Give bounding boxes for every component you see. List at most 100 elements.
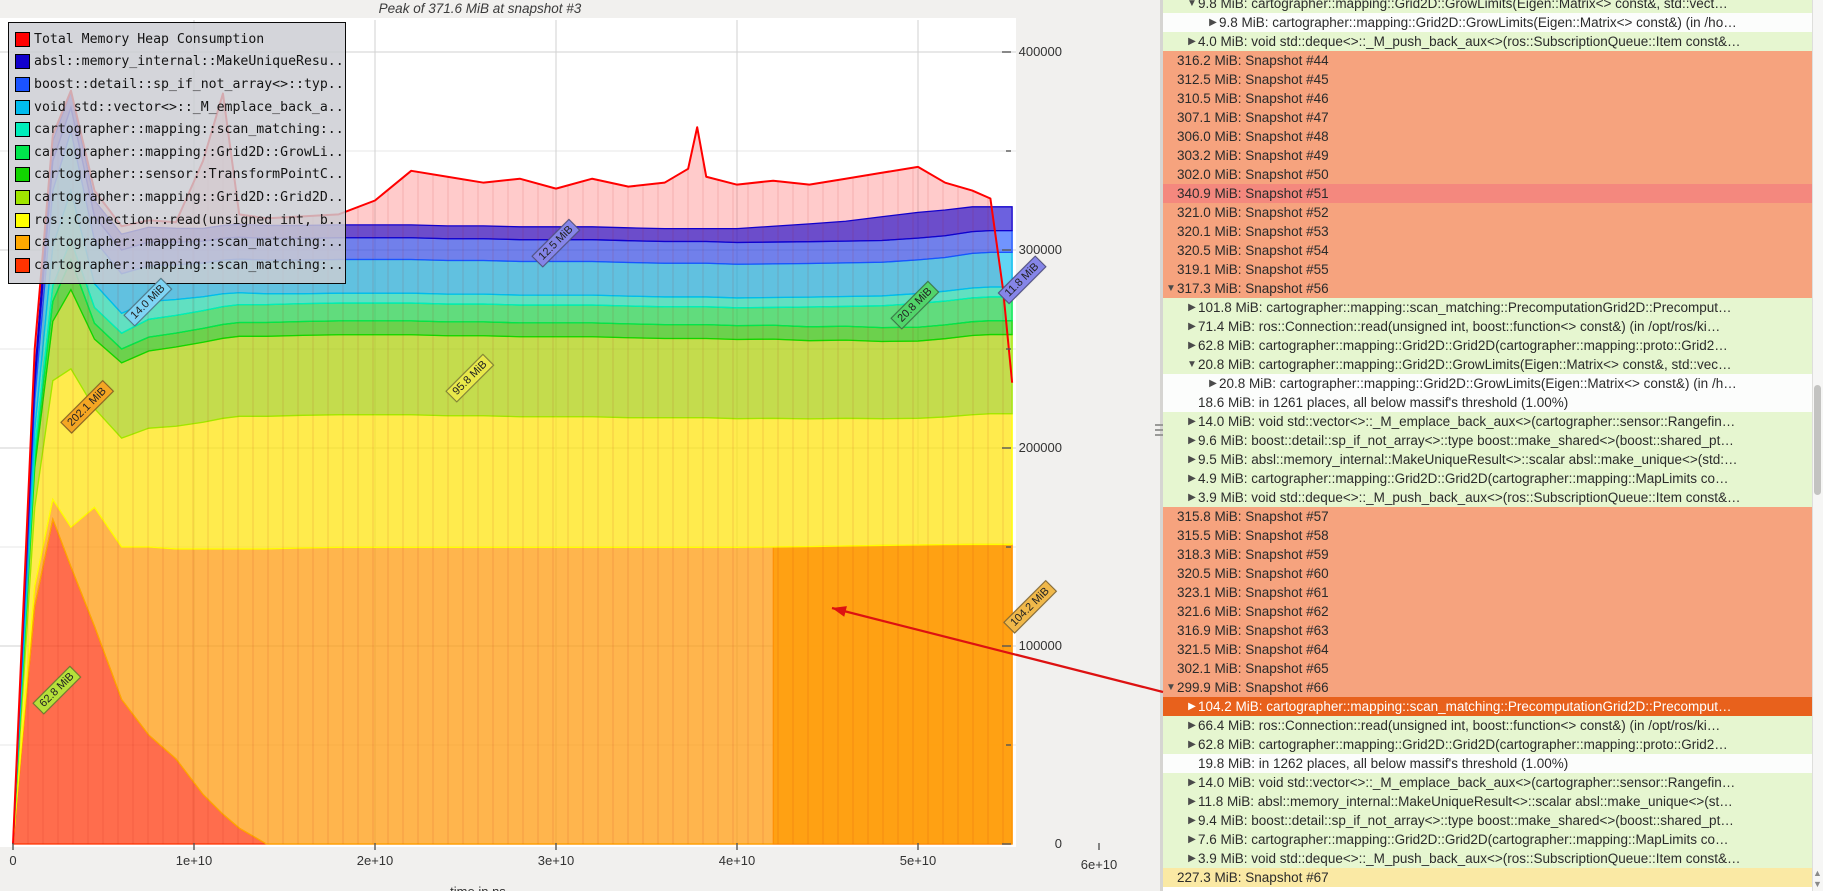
tree-row-label: 315.8 MiB: Snapshot #57 [1177, 509, 1329, 524]
tree-row[interactable]: 302.0 MiB: Snapshot #50 [1163, 165, 1812, 184]
expander-icon[interactable]: ▶ [1188, 701, 1196, 712]
tree-row[interactable]: 19.8 MiB: in 1262 places, all below mass… [1163, 754, 1812, 773]
expander-icon[interactable]: ▼ [1166, 283, 1176, 294]
expander-icon[interactable]: ▶ [1209, 17, 1217, 28]
tree-row[interactable]: ▶ 4.9 MiB: cartographer::mapping::Grid2D:… [1163, 469, 1812, 488]
legend-item: boost::detail::sp_if_not_array<>::typ.. [13, 73, 344, 96]
tree-row[interactable]: ▶ 11.8 MiB: absl::memory_internal::MakeUn… [1163, 792, 1812, 811]
scroll-up-icon[interactable]: ▲ [1813, 868, 1822, 878]
tree-row[interactable]: ▶ 9.4 MiB: boost::detail::sp_if_not_array… [1163, 811, 1812, 830]
legend-swatch-icon [15, 99, 30, 115]
tree-row[interactable]: 312.5 MiB: Snapshot #45 [1163, 70, 1812, 89]
tree-row[interactable]: 315.8 MiB: Snapshot #57 [1163, 507, 1812, 526]
expander-icon[interactable]: ▶ [1188, 321, 1196, 332]
tree-row-label: 320.5 MiB: Snapshot #54 [1177, 243, 1329, 258]
expander-icon[interactable]: ▶ [1188, 853, 1196, 864]
tree-row-label: 340.9 MiB: Snapshot #51 [1177, 186, 1329, 201]
tree-row[interactable]: ▶ 14.0 MiB: void std::vector<>::_M_emplac… [1163, 773, 1812, 792]
tree-row-label: 316.9 MiB: Snapshot #63 [1177, 623, 1329, 638]
legend-item-label: cartographer::mapping::Grid2D::Grid2D.. [34, 189, 344, 205]
expander-icon[interactable]: ▶ [1188, 454, 1196, 465]
tree-row-label: 307.1 MiB: Snapshot #47 [1177, 110, 1329, 125]
expander-icon[interactable]: ▶ [1188, 777, 1196, 788]
tree-row-label: 303.2 MiB: Snapshot #49 [1177, 148, 1329, 163]
tree-row[interactable]: 340.9 MiB: Snapshot #51 [1163, 184, 1812, 203]
x-tick-label: 3e+10 [537, 853, 575, 868]
tree-row[interactable]: 310.5 MiB: Snapshot #46 [1163, 89, 1812, 108]
tree-row[interactable]: 227.3 MiB: Snapshot #67 [1163, 868, 1812, 887]
expander-icon[interactable]: ▼ [1166, 682, 1176, 693]
tree-row[interactable]: ▶ 66.4 MiB: ros::Connection::read(unsigne… [1163, 716, 1812, 735]
tree-row[interactable]: ▼ 9.8 MiB: cartographer::mapping::Grid2D:… [1163, 0, 1812, 13]
tree-row[interactable]: 318.3 MiB: Snapshot #59 [1163, 545, 1812, 564]
expander-icon[interactable]: ▼ [1187, 359, 1197, 370]
expander-icon[interactable]: ▶ [1188, 815, 1196, 826]
tree-row[interactable]: ▶ 4.0 MiB: void std::deque<>::_M_push_bac… [1163, 32, 1812, 51]
legend-item: void std::vector<>::_M_emplace_back_a.. [13, 96, 344, 119]
tree-row[interactable]: 307.1 MiB: Snapshot #47 [1163, 108, 1812, 127]
expander-icon[interactable]: ▶ [1188, 796, 1196, 807]
legend-swatch-icon [15, 235, 30, 251]
tree-row[interactable]: 320.5 MiB: Snapshot #60 [1163, 564, 1812, 583]
tree-row[interactable]: 323.1 MiB: Snapshot #61 [1163, 583, 1812, 602]
expander-icon[interactable]: ▼ [1187, 0, 1197, 9]
tree-row-selected[interactable]: ▶ 104.2 MiB: cartographer::mapping::scan_… [1163, 697, 1812, 716]
tree-row-label: 227.3 MiB: Snapshot #67 [1177, 870, 1329, 885]
tree-row[interactable]: ▶ 71.4 MiB: ros::Connection::read(unsigne… [1163, 317, 1812, 336]
scrollbar-thumb[interactable] [1814, 385, 1821, 495]
tree-row[interactable]: ▼ 317.3 MiB: Snapshot #56 [1163, 279, 1812, 298]
tree-row[interactable]: 321.6 MiB: Snapshot #62 [1163, 602, 1812, 621]
tree-row[interactable]: 302.1 MiB: Snapshot #65 [1163, 659, 1812, 678]
tree-row-label: 9.8 MiB: cartographer::mapping::Grid2D::… [1198, 0, 1728, 11]
snapshot-tree-pane[interactable]: ▼ 9.8 MiB: cartographer::mapping::Grid2D:… [1163, 0, 1812, 891]
tree-row[interactable]: 316.2 MiB: Snapshot #44 [1163, 51, 1812, 70]
tree-row[interactable]: 306.0 MiB: Snapshot #48 [1163, 127, 1812, 146]
expander-icon[interactable]: ▶ [1188, 36, 1196, 47]
tree-row[interactable]: 319.1 MiB: Snapshot #55 [1163, 260, 1812, 279]
tree-row[interactable]: ▶ 9.5 MiB: absl::memory_internal::MakeUni… [1163, 450, 1812, 469]
tree-row[interactable]: ▶ 7.6 MiB: cartographer::mapping::Grid2D:… [1163, 830, 1812, 849]
expander-icon[interactable]: ▶ [1188, 492, 1196, 503]
legend-item: cartographer::mapping::scan_matching:.. [13, 231, 344, 254]
splitter-grip-icon[interactable] [1155, 424, 1164, 426]
expander-icon[interactable]: ▶ [1188, 435, 1196, 446]
tree-row[interactable]: ▶ 101.8 MiB: cartographer::mapping::scan_… [1163, 298, 1812, 317]
tree-row[interactable]: 315.5 MiB: Snapshot #58 [1163, 526, 1812, 545]
tree-row[interactable]: 320.5 MiB: Snapshot #54 [1163, 241, 1812, 260]
tree-row[interactable]: ▶ 3.9 MiB: void std::deque<>::_M_push_bac… [1163, 849, 1812, 868]
tree-row[interactable]: 18.6 MiB: in 1261 places, all below mass… [1163, 393, 1812, 412]
tree-row[interactable]: ▶ 9.6 MiB: boost::detail::sp_if_not_array… [1163, 431, 1812, 450]
tree-row[interactable]: ▶ 62.8 MiB: cartographer::mapping::Grid2D… [1163, 336, 1812, 355]
expander-icon[interactable]: ▶ [1188, 739, 1196, 750]
tree-row[interactable]: ▶ 20.8 MiB: cartographer::mapping::Grid2D… [1163, 374, 1812, 393]
tree-row[interactable]: ▶ 62.8 MiB: cartographer::mapping::Grid2D… [1163, 735, 1812, 754]
tree-row[interactable]: ▶ 14.0 MiB: void std::vector<>::_M_emplac… [1163, 412, 1812, 431]
chart-title: Peak of 371.6 MiB at snapshot #3 [378, 1, 582, 16]
tree-row[interactable]: 316.9 MiB: Snapshot #63 [1163, 621, 1812, 640]
tree-row-label: 312.5 MiB: Snapshot #45 [1177, 72, 1329, 87]
expander-icon[interactable]: ▶ [1188, 834, 1196, 845]
tree-row-label: 62.8 MiB: cartographer::mapping::Grid2D:… [1198, 338, 1728, 353]
legend-item-label: cartographer::mapping::Grid2D::GrowLi.. [34, 144, 344, 160]
memory-chart-pane[interactable]: Peak of 371.6 MiB at snapshot #3 memory … [0, 0, 1163, 891]
scroll-down-icon[interactable]: ▼ [1813, 879, 1822, 889]
tree-row[interactable]: 321.5 MiB: Snapshot #64 [1163, 640, 1812, 659]
tree-row[interactable]: 320.1 MiB: Snapshot #53 [1163, 222, 1812, 241]
expander-icon[interactable]: ▶ [1188, 473, 1196, 484]
tree-row-label: 306.0 MiB: Snapshot #48 [1177, 129, 1329, 144]
tree-row[interactable]: ▼ 299.9 MiB: Snapshot #66 [1163, 678, 1812, 697]
expander-icon[interactable]: ▶ [1188, 340, 1196, 351]
tree-row-label: 310.5 MiB: Snapshot #46 [1177, 91, 1329, 106]
tree-row[interactable]: 303.2 MiB: Snapshot #49 [1163, 146, 1812, 165]
expander-icon[interactable]: ▶ [1209, 378, 1217, 389]
tree-row[interactable]: ▼ 20.8 MiB: cartographer::mapping::Grid2D… [1163, 355, 1812, 374]
tree-row[interactable]: ▶ 9.8 MiB: cartographer::mapping::Grid2D:… [1163, 13, 1812, 32]
pane-splitter[interactable] [1160, 0, 1163, 891]
tree-row[interactable]: ▶ 3.9 MiB: void std::deque<>::_M_push_bac… [1163, 488, 1812, 507]
expander-icon[interactable]: ▶ [1188, 720, 1196, 731]
legend-swatch-icon [15, 257, 30, 273]
expander-icon[interactable]: ▶ [1188, 302, 1196, 313]
tree-row[interactable]: 321.0 MiB: Snapshot #52 [1163, 203, 1812, 222]
expander-icon[interactable]: ▶ [1188, 416, 1196, 427]
